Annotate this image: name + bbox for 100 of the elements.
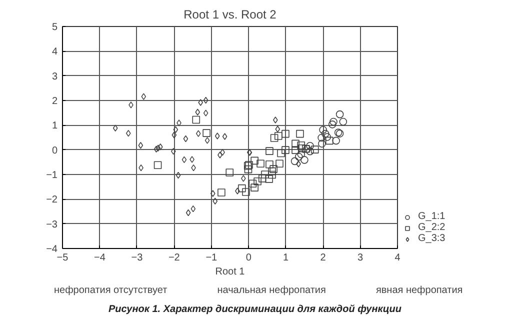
point xyxy=(339,118,348,126)
point xyxy=(254,178,262,186)
point xyxy=(183,135,188,142)
point xyxy=(210,190,216,197)
point xyxy=(277,149,285,158)
point xyxy=(218,188,226,196)
x-tick-label: 4 xyxy=(394,252,401,264)
point xyxy=(306,147,314,156)
point xyxy=(203,110,208,116)
y-tick-label: 5 xyxy=(52,22,58,33)
point xyxy=(176,172,181,179)
point xyxy=(268,170,276,179)
point xyxy=(297,141,305,150)
y-tick-label: −1 xyxy=(46,170,58,181)
point xyxy=(270,134,278,142)
point xyxy=(141,93,146,100)
point xyxy=(325,136,334,145)
point xyxy=(268,167,276,176)
point xyxy=(265,175,273,183)
point xyxy=(158,143,163,150)
point xyxy=(248,180,257,188)
y-tick-label: 4 xyxy=(52,46,58,58)
point xyxy=(336,110,344,118)
x-tick-label: −5 xyxy=(56,252,69,264)
y-tick-label: −2 xyxy=(46,194,58,206)
point xyxy=(235,188,240,194)
point xyxy=(318,140,326,148)
text: явная нефропатия xyxy=(376,285,463,296)
point xyxy=(202,129,210,137)
point xyxy=(300,156,308,164)
point xyxy=(258,174,266,182)
y-tick-label: −3 xyxy=(46,219,58,230)
point xyxy=(218,152,222,158)
point xyxy=(222,133,228,140)
point xyxy=(332,136,340,145)
point xyxy=(172,132,177,138)
point xyxy=(241,175,246,182)
point xyxy=(328,120,336,128)
y-tick-label: 1 xyxy=(52,120,58,132)
x-tick-label: −1 xyxy=(206,252,218,264)
point xyxy=(250,184,258,192)
point xyxy=(250,156,258,165)
point xyxy=(242,188,250,196)
point xyxy=(282,130,290,138)
point xyxy=(244,165,252,174)
point xyxy=(112,124,118,132)
legend-label: G_2:2 xyxy=(418,222,446,233)
point xyxy=(214,132,220,140)
point xyxy=(195,108,200,116)
point xyxy=(306,142,314,150)
point xyxy=(261,170,269,178)
point xyxy=(212,198,218,205)
point xyxy=(173,126,178,134)
legend-label: G_3:3 xyxy=(418,233,446,244)
point xyxy=(198,99,203,106)
point xyxy=(282,146,290,154)
point xyxy=(273,116,278,124)
point xyxy=(156,144,161,152)
point xyxy=(128,102,134,108)
point xyxy=(186,209,191,216)
y-tick-label: 3 xyxy=(52,71,58,82)
y-tick-label: 0 xyxy=(52,145,58,156)
point xyxy=(226,168,234,176)
point xyxy=(238,184,246,192)
point xyxy=(290,157,299,166)
x-axis-title: Root 1 xyxy=(215,266,246,278)
point xyxy=(319,126,327,134)
text: Рисунок 1. Характер дискриминации для каждой функции xyxy=(108,303,402,317)
legend-label: G_1:1 xyxy=(418,211,446,222)
point xyxy=(321,130,330,138)
point xyxy=(310,146,319,154)
point xyxy=(292,146,300,154)
point xyxy=(190,205,196,212)
point xyxy=(294,152,303,161)
point xyxy=(266,160,274,168)
point xyxy=(154,146,159,152)
text: нефропатия отсутствует xyxy=(54,285,168,296)
point xyxy=(275,126,280,133)
point xyxy=(182,156,187,164)
point xyxy=(204,137,210,144)
point xyxy=(190,156,194,163)
x-tick-label: −3 xyxy=(131,252,144,264)
point xyxy=(292,140,300,148)
point xyxy=(296,130,304,138)
point xyxy=(176,120,182,126)
text: начальная нефропатия xyxy=(217,285,326,296)
point xyxy=(274,132,282,140)
point xyxy=(203,96,208,104)
y-tick-label: −4 xyxy=(46,244,58,255)
point xyxy=(318,134,326,142)
x-tick-label: 2 xyxy=(320,252,326,264)
x-tick-label: −2 xyxy=(168,252,180,264)
point xyxy=(126,130,131,137)
point xyxy=(266,147,274,155)
point xyxy=(256,160,264,168)
y-tick-label: 2 xyxy=(52,96,58,107)
point xyxy=(270,165,278,173)
chart-title: Root 1 vs. Root 2 xyxy=(184,8,277,22)
x-tick-label: 0 xyxy=(246,252,252,264)
x-tick-label: −4 xyxy=(94,252,106,264)
